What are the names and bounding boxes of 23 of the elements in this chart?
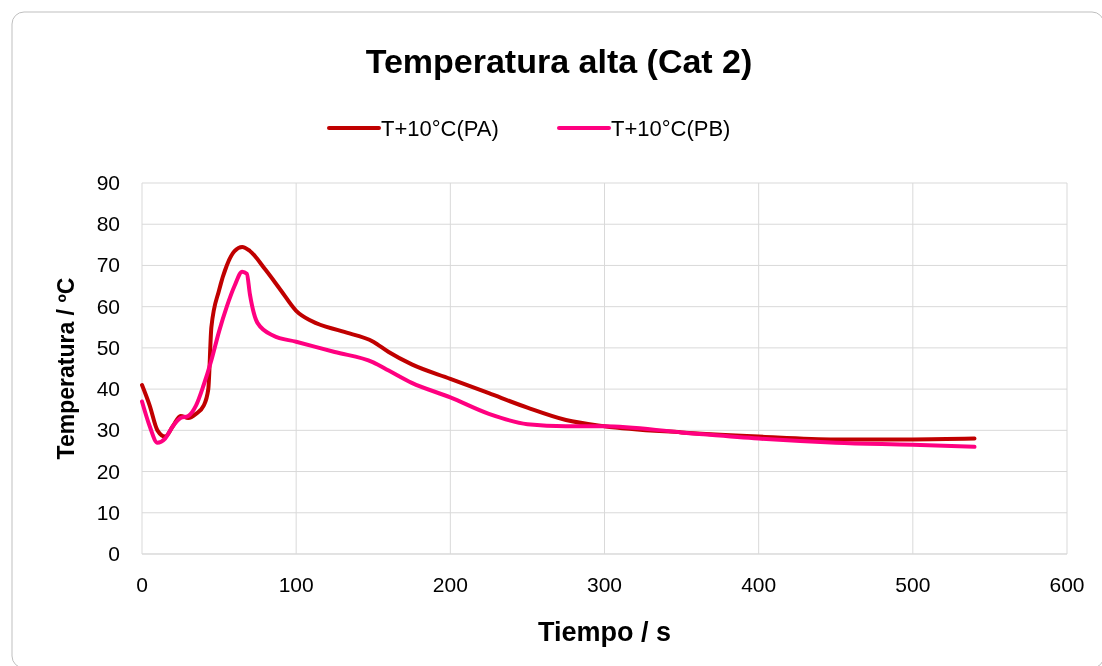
x-tick-label: 200 [432, 573, 468, 596]
x-tick-label: 400 [741, 573, 777, 596]
x-tick-label: 500 [895, 573, 931, 596]
y-tick-label: 70 [96, 253, 120, 277]
y-tick-label: 30 [96, 418, 120, 442]
legend-label: T+10°C(PA) [381, 116, 499, 141]
chart-title: Temperatura alta (Cat 2) [365, 42, 753, 80]
y-tick-label: 90 [96, 171, 120, 194]
x-tick-label: 0 [136, 573, 148, 596]
legend-label: T+10°C(PB) [611, 116, 731, 141]
y-tick-label: 0 [108, 542, 120, 565]
y-axis-title: Temperatura / ºC [53, 277, 79, 460]
x-axis-title: Tiempo / s [537, 617, 672, 647]
y-tick-label: 50 [96, 335, 120, 359]
y-tick-label: 80 [96, 212, 120, 236]
x-tick-label: 300 [586, 573, 623, 596]
line-series [140, 269, 977, 449]
y-tick-label: 20 [96, 459, 120, 483]
x-tick-label: 600 [1049, 573, 1085, 596]
y-tick-label: 40 [96, 377, 120, 401]
y-tick-label: 60 [96, 294, 120, 318]
x-tick-label: 100 [278, 573, 314, 596]
y-tick-label: 10 [96, 500, 120, 524]
